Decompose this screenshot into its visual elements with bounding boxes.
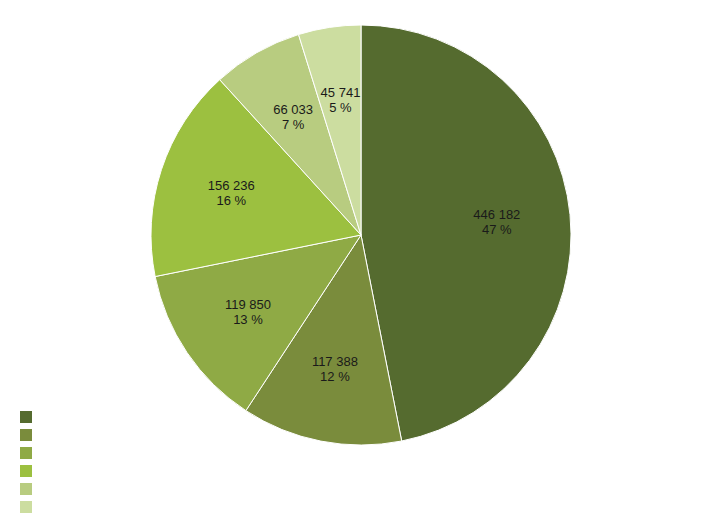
data-label: 45 7415 % xyxy=(321,85,361,115)
value-label: 156 236 xyxy=(208,178,255,193)
percentage-label: 7 % xyxy=(282,117,305,132)
value-label: 446 182 xyxy=(473,207,520,222)
value-label: 119 850 xyxy=(225,297,271,312)
value-label: 117 388 xyxy=(312,354,358,369)
data-label: 156 23616 % xyxy=(208,178,255,208)
data-label: 117 38812 % xyxy=(312,354,358,384)
legend-swatch xyxy=(20,429,32,441)
percentage-label: 13 % xyxy=(233,312,263,327)
pie-slice xyxy=(299,25,361,235)
legend-swatch xyxy=(20,465,32,477)
pie xyxy=(151,25,571,445)
percentage-label: 12 % xyxy=(320,369,350,384)
data-label: 446 18247 % xyxy=(473,207,520,237)
legend-swatch xyxy=(20,501,32,513)
percentage-label: 47 % xyxy=(482,222,512,237)
value-label: 45 741 xyxy=(321,85,361,100)
percentage-label: 5 % xyxy=(329,100,352,115)
data-label: 66 0337 % xyxy=(273,102,313,132)
percentage-label: 16 % xyxy=(216,193,246,208)
legend-swatch xyxy=(20,411,32,423)
chart-svg: 446 18247 % 117 38812 % 119 85013 % 156 236… xyxy=(0,0,722,525)
legend xyxy=(20,411,32,513)
data-label: 119 85013 % xyxy=(225,297,271,327)
legend-swatch xyxy=(20,483,32,495)
value-label: 66 033 xyxy=(273,102,313,117)
pie-slice xyxy=(361,25,571,441)
data-labels: 446 18247 % 117 38812 % 119 85013 % 156 236… xyxy=(208,85,521,384)
legend-swatch xyxy=(20,447,32,459)
